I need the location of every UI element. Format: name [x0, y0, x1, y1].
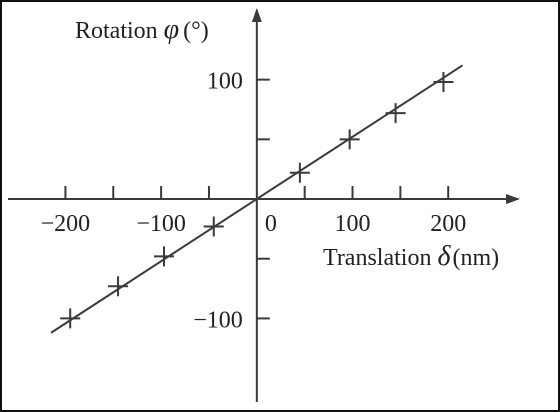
y-axis-arrow [251, 8, 262, 22]
y-tick-label: −100 [193, 307, 243, 333]
x-tick-label: −200 [41, 211, 91, 237]
ticks [64, 78, 450, 320]
x-axis-label-symbol: δ [437, 241, 451, 272]
data-point-marker [385, 103, 406, 124]
data-point-marker [153, 246, 174, 267]
data-point-marker [289, 162, 310, 183]
x-axis-label: Translation δ(nm) [323, 241, 499, 272]
y-axis-label-prefix: Rotation [75, 18, 164, 44]
x-tick-label: 0 [265, 211, 277, 237]
y-tick-label: 100 [207, 69, 243, 95]
data-point-marker [203, 216, 224, 237]
x-axis-arrow [506, 194, 520, 205]
x-tick-label: 100 [335, 211, 371, 237]
data-point-marker [60, 308, 81, 329]
data-point-marker [339, 129, 360, 150]
x-tick-label: 200 [430, 211, 466, 237]
y-axis-label: Rotation φ (°) [75, 14, 209, 45]
x-axis-label-unit: (nm) [452, 245, 499, 271]
tick-labels: −200 −100 0 100 200 100 −100 [41, 69, 467, 334]
x-axis-label-prefix: Translation [323, 245, 437, 271]
data-point-marker [108, 276, 129, 297]
axes [8, 8, 520, 402]
y-axis-label-unit: (°) [183, 18, 209, 44]
y-axis-label-symbol: φ [164, 14, 180, 45]
x-tick-label: −100 [136, 211, 186, 237]
fit-line [50, 64, 464, 334]
data-point-marker [433, 72, 454, 93]
data-markers [60, 72, 454, 329]
